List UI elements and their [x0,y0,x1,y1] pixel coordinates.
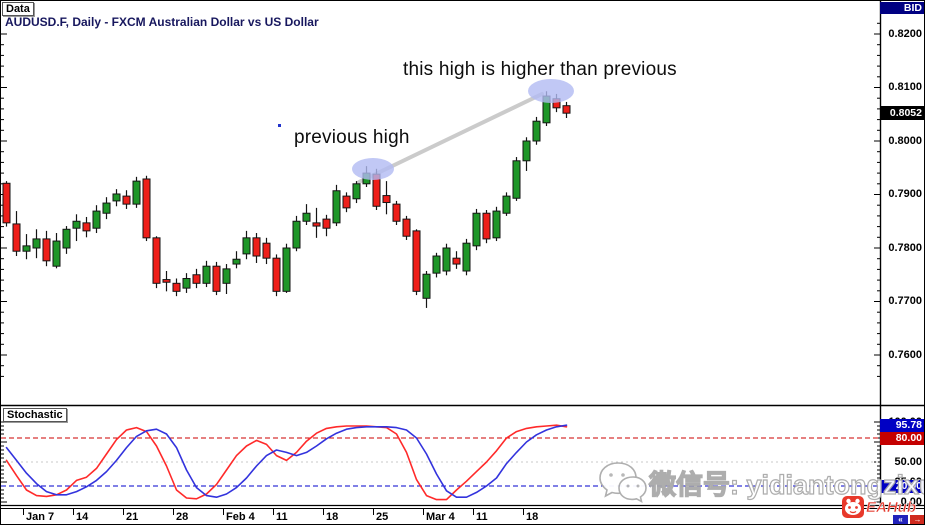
price-axis-label: 0.7600 [888,348,922,361]
date-axis-label[interactable]: Mar 4 [426,511,455,523]
annotation-anchor-dot [278,124,281,127]
date-axis-label[interactable]: 21 [126,511,139,523]
annotation-previous-high: previous high [294,127,410,148]
price-axis-label: 0.8000 [888,134,922,147]
stochastic-axis-label: 0.00 [900,495,922,508]
bid-button[interactable]: BID [880,2,924,14]
price-axis-label: 0.8100 [888,81,922,93]
date-axis-label[interactable]: 28 [176,511,189,523]
date-axis-label[interactable]: 18 [326,511,339,523]
data-tab[interactable]: Data [2,2,34,16]
stochastic-axis-label: 50.00 [894,455,922,468]
scroll-back-button[interactable]: « [893,515,908,524]
date-axis-label[interactable]: Jan 7 [26,511,55,523]
stochastic-level-box: 80.00 [880,431,924,445]
price-axis-label: 0.7800 [888,241,922,254]
date-axis-label[interactable]: 25 [376,511,389,523]
date-axis-label[interactable]: 11 [276,511,288,523]
date-axis-label[interactable]: 14 [76,511,89,523]
date-axis-label[interactable]: Feb 4 [226,511,255,523]
annotation-higher-high: this high is higher than previous [403,59,677,80]
current-price-box: 0.8052 [880,106,924,121]
price-axis-label: 0.7700 [888,295,922,307]
price-axis-label: 0.8200 [888,27,922,40]
brand-name: EAHub [866,498,917,516]
date-axis-label[interactable]: 18 [526,511,539,523]
stochastic-level-box: 95.78 [880,418,924,432]
stochastic-level-box: 20.00 [880,479,924,493]
chart-title: AUDUSD.F, Daily - FXCM Australian Dollar… [5,15,319,29]
scroll-forward-button[interactable]: → [910,515,924,524]
date-axis-label[interactable]: 11 [476,511,488,523]
brand-logo: EAHub [842,496,916,518]
price-axis-label: 0.7900 [888,188,922,200]
brand-icon [842,496,864,518]
stochastic-tab[interactable]: Stochastic [3,408,67,422]
